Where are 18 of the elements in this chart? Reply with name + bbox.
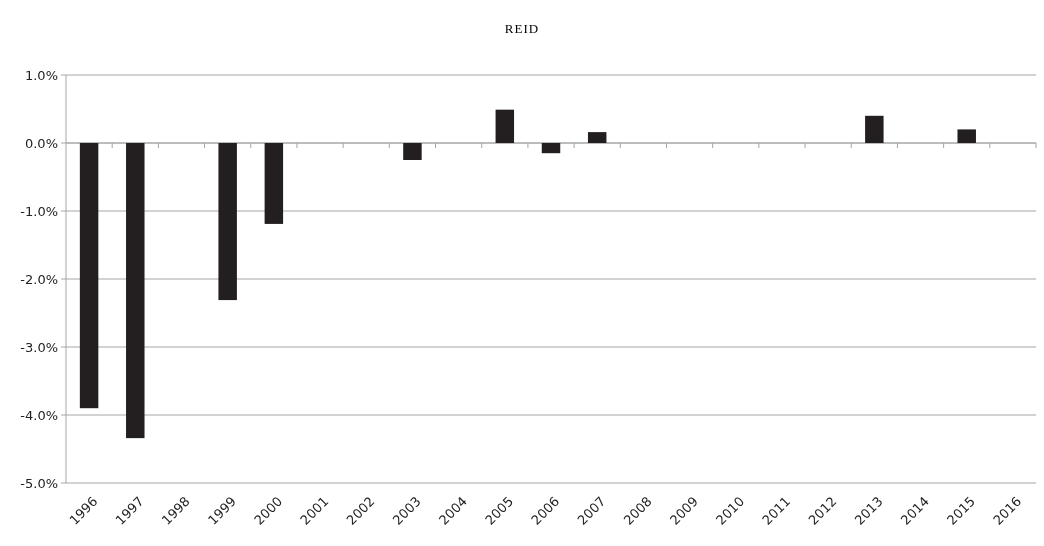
- bar: [957, 129, 976, 143]
- bar: [79, 143, 99, 409]
- bar: [264, 143, 284, 224]
- bar: [865, 115, 884, 143]
- y-tick-label: -1.0%: [20, 203, 58, 219]
- chart-title: REID: [504, 21, 540, 36]
- y-tick-label: -3.0%: [20, 339, 58, 355]
- bar: [126, 143, 145, 439]
- y-tick-label: -4.0%: [20, 407, 58, 423]
- bar: [218, 143, 237, 301]
- bar: [587, 132, 607, 143]
- bar: [495, 109, 515, 143]
- bar: [541, 143, 561, 154]
- y-tick-label: 1.0%: [24, 67, 58, 83]
- y-tick-label: 0.0%: [24, 135, 58, 151]
- y-tick-label: -2.0%: [20, 271, 58, 287]
- y-tick-label: -5.0%: [20, 475, 58, 491]
- bar: [403, 143, 422, 160]
